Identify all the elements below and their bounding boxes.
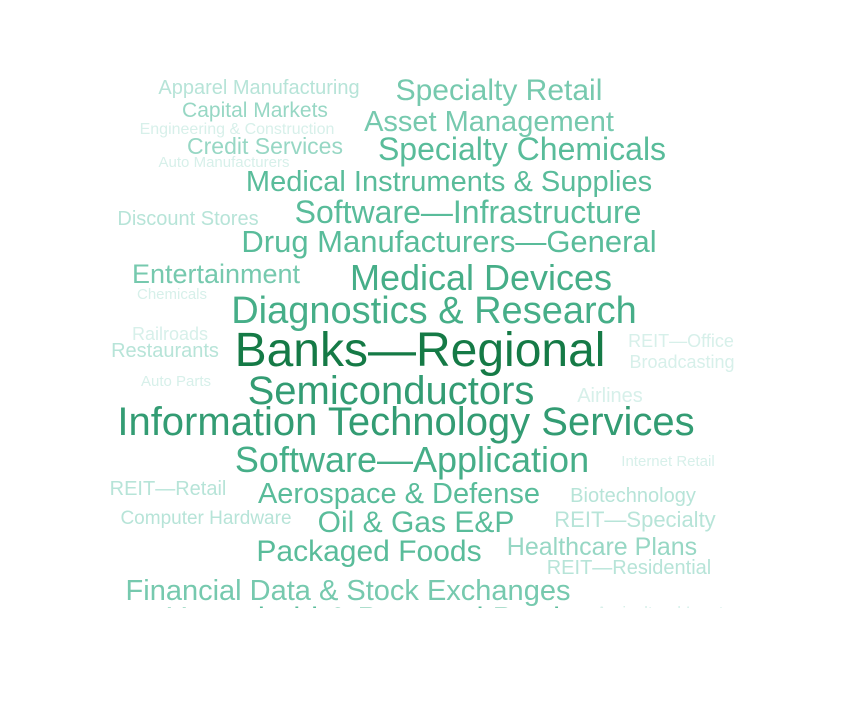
word-agricultural-inputs: Agricultural Inputs: [596, 603, 732, 622]
word-airlines: Airlines: [577, 385, 643, 407]
word-specialty-retail: Specialty Retail: [396, 74, 603, 107]
word-reit-residential: REIT—Residential: [547, 557, 712, 579]
word-chemicals: Chemicals: [137, 286, 207, 303]
word-aerospace-defense: Aerospace & Defense: [258, 478, 540, 510]
word-capital-markets: Capital Markets: [182, 99, 328, 122]
word-cloud-words: Apparel Manufacturing Specialty Retail Cap…: [110, 74, 735, 637]
word-software-application: Software—Application: [235, 439, 589, 480]
word-software-infrastructure: Software—Infrastructure: [295, 194, 642, 230]
word-railroads: Railroads: [132, 324, 208, 344]
word-drug-manufacturers-general: Drug Manufacturers—General: [241, 224, 656, 259]
word-information-technology-services: Information Technology Services: [117, 400, 694, 444]
word-reit-retail: REIT—Retail: [110, 478, 227, 500]
word-banks-regional: Banks—Regional: [235, 324, 606, 377]
word-packaged-foods: Packaged Foods: [256, 535, 481, 568]
word-credit-services: Credit Services: [187, 133, 343, 159]
word-financial-data-stock-exchanges: Financial Data & Stock Exchanges: [126, 575, 571, 607]
word-household-personal-products: Household & Personal Products: [165, 601, 619, 637]
word-restaurants: Restaurants: [111, 340, 219, 362]
word-reit-specialty: REIT—Specialty: [554, 507, 715, 532]
word-discount-stores: Discount Stores: [117, 208, 258, 230]
word-medical-instruments-supplies: Medical Instruments & Supplies: [246, 166, 652, 198]
word-biotechnology: Biotechnology: [570, 485, 696, 507]
word-specialty-chemicals: Specialty Chemicals: [378, 131, 666, 167]
word-engineering-construction: Engineering & Construction: [140, 121, 335, 138]
word-oil-gas-e-p: Oil & Gas E&P: [318, 506, 515, 539]
word-healthcare-plans: Healthcare Plans: [507, 533, 697, 561]
word-semiconductors: Semiconductors: [248, 369, 535, 413]
word-asset-management: Asset Management: [364, 106, 614, 138]
word-computer-hardware: Computer Hardware: [120, 508, 291, 529]
word-reit-office: REIT—Office: [628, 331, 734, 351]
word-internet-retail: Internet Retail: [621, 453, 714, 470]
word-auto-manufacturers: Auto Manufacturers: [159, 154, 290, 171]
word-broadcasting: Broadcasting: [629, 352, 734, 372]
word-medical-devices: Medical Devices: [350, 257, 612, 298]
word-auto-parts: Auto Parts: [141, 373, 211, 390]
word-entertainment: Entertainment: [132, 259, 301, 289]
word-apparel-manufacturing: Apparel Manufacturing: [158, 77, 359, 99]
word-diagnostics-research: Diagnostics & Research: [231, 290, 637, 332]
